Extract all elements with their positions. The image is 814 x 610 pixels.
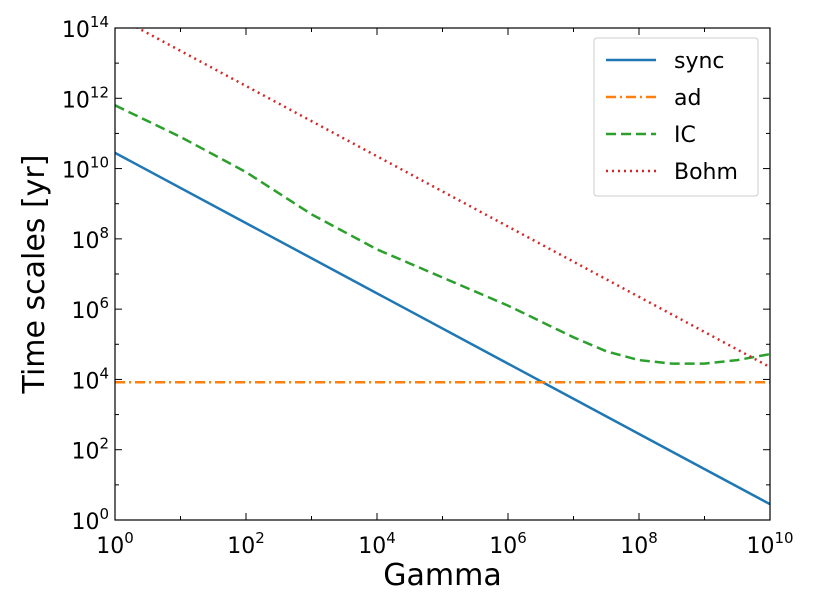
y-tick-label: 106 bbox=[71, 294, 109, 324]
x-tick-label: 108 bbox=[620, 529, 658, 559]
legend-label-Bohm: Bohm bbox=[674, 160, 738, 185]
x-tick-label: 102 bbox=[227, 529, 265, 559]
x-tick-label: 106 bbox=[489, 529, 527, 559]
y-tick-label: 1014 bbox=[62, 13, 109, 43]
y-tick-label: 102 bbox=[71, 435, 109, 465]
series-line-Bohm bbox=[135, 28, 770, 369]
legend-label-ad: ad bbox=[674, 86, 701, 111]
y-tick-label: 104 bbox=[71, 364, 109, 394]
axes: 100 102 104 106 108 1010 100 102 104 106 108 1010 10… bbox=[17, 13, 794, 593]
x-axis-label: Gamma bbox=[383, 558, 501, 593]
y-tick-label: 1012 bbox=[62, 83, 109, 113]
plot-area bbox=[115, 28, 770, 506]
legend-label-IC: IC bbox=[674, 123, 696, 148]
y-axis-label: Time scales [yr] bbox=[17, 155, 52, 395]
y-tick-label: 100 bbox=[71, 505, 109, 535]
x-tick-label: 100 bbox=[96, 529, 134, 559]
x-tick-label: 1010 bbox=[746, 529, 793, 559]
y-tick-label: 1010 bbox=[62, 154, 109, 184]
legend-box bbox=[593, 37, 759, 197]
series-line-sync bbox=[115, 151, 770, 506]
legend: sync ad IC Bohm bbox=[593, 37, 759, 197]
y-tick-label: 108 bbox=[71, 224, 109, 254]
x-tick-label: 104 bbox=[358, 529, 396, 559]
legend-label-sync: sync bbox=[674, 49, 725, 74]
